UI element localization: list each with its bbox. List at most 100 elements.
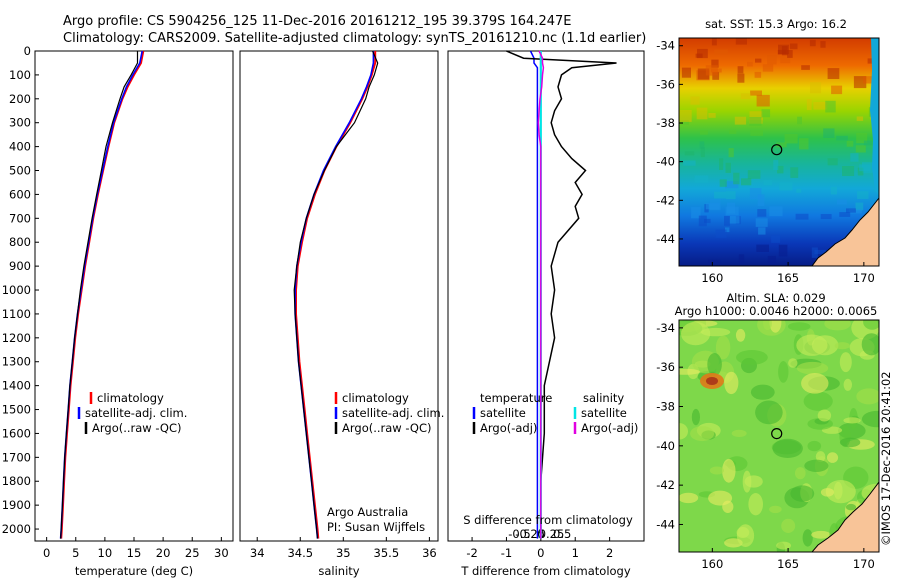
sst-pixel [737,73,745,83]
sla-blob [763,320,772,331]
sst-pixel [691,207,701,219]
y-tick-label: 1800 [2,474,31,488]
sla-blob [769,505,782,514]
sla-blob [807,440,822,452]
argo-australia-label: Argo Australia [327,505,408,519]
map-y-tick-label: -38 [656,400,675,414]
sst-pixel [795,213,809,220]
sla-blob [679,423,688,440]
sst-pixel [733,172,740,185]
sst-map-title: sat. SST: 15.3 Argo: 16.2 [705,17,847,31]
x-tick-label: 1 [572,546,579,560]
temperature-plot: 0100200300400500600700800900100011001200… [2,44,229,560]
sst-pixel [737,66,744,74]
sla-blob [691,408,701,426]
sst-pixel [762,64,774,72]
x-tick-label: 34.5 [287,546,313,560]
y-tick-label: 1900 [2,498,31,512]
sla-blob [731,429,747,437]
sst-pixel [761,109,771,118]
sst-pixel [830,186,837,195]
sla-blob [801,373,829,394]
map-y-tick-label: -34 [656,321,675,335]
series-line-argorawqc [293,50,379,539]
sst-pixel [855,202,864,211]
sla-map-axes: 160 165 170 -34 -36 -38 -40 -42 -44 [656,321,875,571]
sst-pixel [867,58,873,64]
sst-pixel [839,212,851,217]
sst-pixel [878,41,879,50]
sst-pixel [801,65,810,70]
y-tick-label: 1400 [2,379,31,393]
sst-pixel [763,179,772,186]
sla-blob [796,361,829,375]
sla-blob [843,378,852,391]
sst-pixel [777,165,784,174]
sst-pixel [725,227,730,233]
sst-pixel [695,53,703,58]
x-tick-label: 20 [156,546,171,560]
map-y-tick-label: -42 [656,478,675,492]
sla-blob [724,371,739,395]
sst-pixel [756,244,769,252]
sst-pixel [747,61,753,67]
sst-pixel [714,49,728,55]
sst-pixel [741,178,752,186]
x-tick-label: 36 [422,546,437,560]
sst-pixel [856,116,864,121]
sst-pixel [711,59,719,68]
sdiff-xlabel: S difference from climatology [463,513,633,527]
sst-pixel [799,138,809,150]
sla-blob [839,437,861,448]
temperature-panel-frame [34,50,234,542]
y-tick-label: 700 [9,211,31,225]
sst-pixel [757,194,765,207]
sla-high-anomaly-core [706,377,718,385]
header-line2: Climatology: CARS2009. Satellite-adjuste… [63,31,646,46]
sst-pixel [820,214,832,220]
sla-blob [790,485,815,502]
sst-pixel [779,182,793,191]
sst-pixel [740,93,751,99]
sla-blob [803,391,833,411]
sst-pixel [850,153,859,162]
sst-pixel [700,130,708,135]
map-x-tick-label: 165 [777,271,799,285]
sst-land-nz [811,197,879,266]
sst-pixel [708,259,721,265]
sst-pixel [756,94,770,107]
legend-label-temp-satellite: satellite [480,406,526,420]
legend-header-temperature: temperature [480,391,552,405]
legend-label-satellite: satellite-adj. clim. [85,406,187,420]
sst-pixel [771,235,781,243]
y-tick-label: 1100 [2,307,31,321]
sla-blob [748,493,763,516]
sla-blob [750,384,775,400]
sst-pixel [738,254,745,264]
sst-pixel [698,215,707,227]
sst-pixel [725,162,731,173]
sst-pixel [683,160,696,166]
sst-pixel [836,135,848,141]
sla-blob [795,467,806,480]
sla-blob [834,342,850,350]
sla-blob [722,458,736,483]
sla-blob [776,541,791,550]
map-y-tick-label: -40 [656,439,675,453]
legend-label-sal-satellite: satellite [581,406,627,420]
sla-blob [817,409,832,422]
sst-argo-marker [771,144,783,156]
map-y-tick-label: -38 [656,116,675,130]
y-tick-label: 400 [9,140,31,154]
sla-map-title: Altim. SLA: 0.029 [726,291,825,305]
sst-pixel [784,134,798,144]
sst-pixel [680,120,689,125]
temperature-xlabel: temperature (deg C) [75,564,193,578]
sla-blob [804,459,829,472]
sst-pixel [699,141,705,149]
sst-pixel [827,158,838,166]
sst-pixel [684,151,695,156]
sst-pixel [711,68,722,73]
sst-pixel [747,170,761,179]
